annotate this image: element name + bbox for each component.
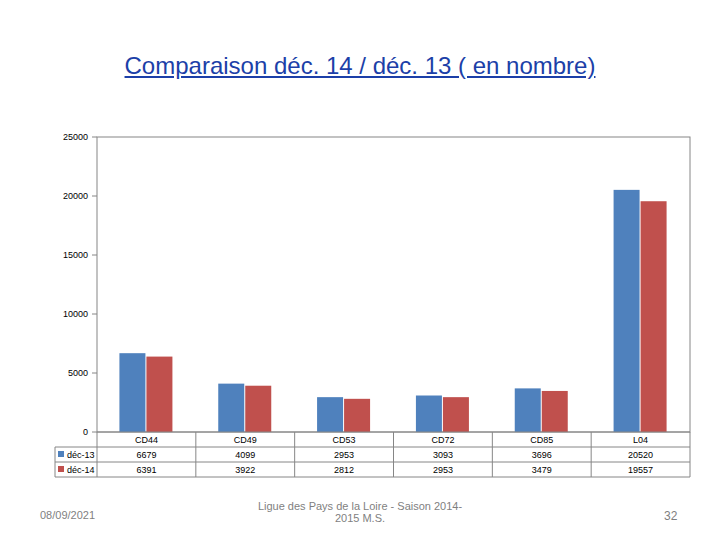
bar <box>344 399 370 432</box>
chart-title: Comparaison déc. 14 / déc. 13 ( en nombr… <box>0 52 720 80</box>
data-label: 4099 <box>235 450 255 460</box>
category-label: CD53 <box>333 435 356 445</box>
data-label: 2812 <box>334 465 354 475</box>
table-line <box>55 462 690 463</box>
bar <box>443 397 469 432</box>
bar <box>218 384 244 432</box>
footer-page: 32 <box>664 509 677 523</box>
data-label: 3479 <box>532 465 552 475</box>
table-line <box>690 432 691 477</box>
data-label: 2953 <box>433 465 453 475</box>
legend-label: déc-13 <box>67 450 95 460</box>
data-label: 3922 <box>235 465 255 475</box>
bars <box>119 190 666 432</box>
footer-source: Ligue des Pays de la Loire - Saison 2014… <box>250 500 470 524</box>
y-tick-label: 15000 <box>63 250 88 260</box>
legend-swatch <box>58 451 64 457</box>
y-tick <box>92 314 97 315</box>
bar <box>119 353 145 432</box>
category-label: CD44 <box>135 435 158 445</box>
y-tick-label: 25000 <box>63 132 88 142</box>
data-label: 6679 <box>136 450 156 460</box>
category-label: CD85 <box>530 435 553 445</box>
table-line <box>55 447 690 448</box>
y-tick-label: 10000 <box>63 309 88 319</box>
bar <box>614 190 640 432</box>
table-line <box>97 432 98 477</box>
category-label: CD72 <box>431 435 454 445</box>
y-tick <box>92 137 97 138</box>
y-tick <box>92 373 97 374</box>
y-tick-label: 0 <box>83 427 88 437</box>
bar <box>317 397 343 432</box>
y-tick <box>92 432 97 433</box>
data-label: 19557 <box>628 465 653 475</box>
legend-label: déc-14 <box>67 465 95 475</box>
y-tick-label: 20000 <box>63 191 88 201</box>
chart-svg: 0 5000 10000 15000 20000 25000 CD44 CD49 CD53 CD7… <box>0 0 720 540</box>
data-label: 6391 <box>136 465 156 475</box>
category-label: CD49 <box>234 435 257 445</box>
bar <box>245 386 271 432</box>
bar <box>641 201 667 432</box>
data-label: 20520 <box>628 450 653 460</box>
table-line <box>492 432 493 477</box>
data-label: 3093 <box>433 450 453 460</box>
bar <box>146 357 172 432</box>
table-line <box>55 447 56 477</box>
footer-date: 08/09/2021 <box>40 509 95 521</box>
y-tick <box>92 196 97 197</box>
bar <box>542 391 568 432</box>
y-tick-label: 5000 <box>68 368 88 378</box>
bar <box>416 396 442 432</box>
table-line <box>591 432 592 477</box>
bar <box>515 388 541 432</box>
table-line <box>393 432 394 477</box>
data-label: 2953 <box>334 450 354 460</box>
legend-swatch <box>58 466 64 472</box>
plot-frame <box>97 137 690 432</box>
table-line <box>195 432 196 477</box>
table-line <box>294 432 295 477</box>
data-label: 3696 <box>532 450 552 460</box>
table-line <box>55 477 690 478</box>
y-tick <box>92 255 97 256</box>
category-label: L04 <box>633 435 648 445</box>
